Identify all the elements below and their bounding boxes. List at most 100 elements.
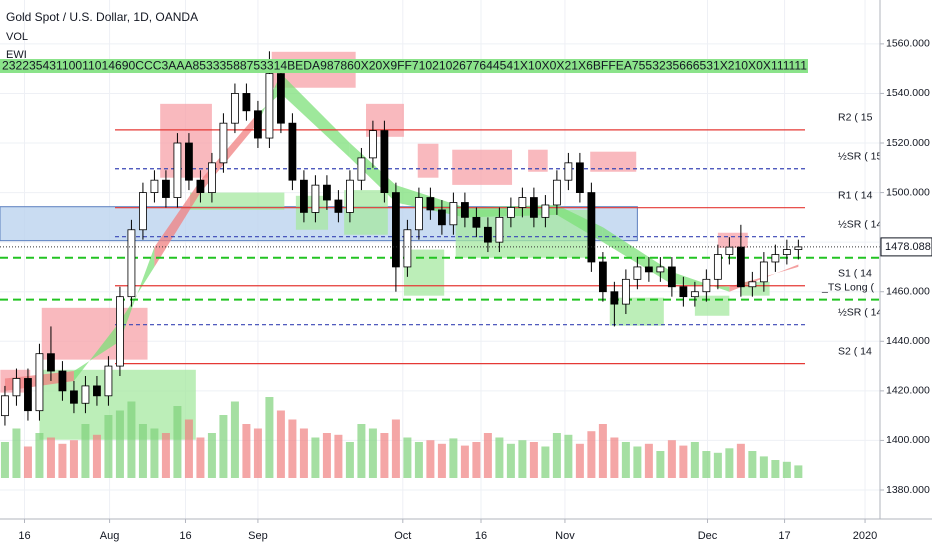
y-tick-label: 1440.000 (886, 335, 930, 347)
candle-body (460, 202, 469, 218)
candle-body (449, 202, 458, 226)
volume-bar (380, 433, 389, 478)
zone (417, 143, 439, 178)
candle-body (748, 281, 757, 288)
candle-body (219, 122, 228, 164)
candle-body (690, 291, 699, 298)
candle-body (575, 162, 584, 193)
candle-body (93, 385, 101, 397)
volume-bar (667, 440, 676, 478)
volume-bar (621, 442, 630, 478)
volume-bar (483, 433, 492, 478)
candle-body (483, 226, 492, 243)
y-tick-label: 1380.000 (886, 484, 930, 496)
indicator-label: VOL (6, 31, 28, 43)
x-tick-label: Nov (555, 530, 575, 542)
y-tick-label: 1420.000 (886, 385, 930, 397)
candle-body (541, 204, 550, 218)
volume-bar (311, 437, 320, 478)
volume-bar (656, 451, 665, 478)
zone (41, 307, 148, 360)
volume-bar (288, 419, 297, 478)
pivot-label: ½SR ( 14 (838, 306, 883, 318)
candle-body (35, 353, 44, 412)
y-tick-label: 1400.000 (886, 434, 930, 446)
volume-bar (598, 424, 607, 478)
volume-bar (196, 437, 205, 478)
volume-bar (368, 428, 377, 478)
indicator-label: EWI (6, 49, 27, 61)
candle-body (47, 353, 55, 372)
candle-body (380, 130, 389, 193)
candle-body (288, 122, 297, 181)
volume-bar (495, 437, 504, 478)
ts-label: _TS Long ( (821, 282, 874, 294)
volume-bar (541, 446, 550, 478)
volume-bar (276, 410, 285, 478)
volume-bar (690, 442, 699, 478)
volume-bar (104, 415, 113, 478)
candle-body (104, 365, 113, 397)
zone (590, 151, 637, 172)
candle-body (311, 184, 320, 213)
chart-title: Gold Spot / U.S. Dollar, 1D, OANDA (6, 10, 198, 24)
candle-body (231, 93, 239, 124)
candle-body (598, 261, 607, 293)
volume-bar (679, 445, 688, 478)
candle-body (323, 184, 331, 201)
volume-bar (334, 434, 343, 478)
candle-body (403, 229, 412, 268)
volume-bar (759, 456, 768, 478)
volume-bar (403, 437, 412, 478)
candle-body (162, 179, 170, 198)
volume-bar (161, 433, 170, 478)
candle-body (277, 73, 285, 124)
volume-bar (736, 443, 745, 478)
volume-bar (460, 445, 469, 478)
volume-bar (12, 428, 21, 478)
candle-body (495, 216, 504, 243)
volume-bar (184, 419, 193, 478)
candle-body (300, 179, 308, 213)
volume-bar (35, 433, 44, 478)
candle-body (472, 216, 481, 228)
candle-body (24, 378, 32, 412)
x-tick-label: Aug (100, 530, 120, 542)
candle-body (127, 229, 136, 298)
x-tick-label: 16 (18, 530, 30, 542)
candle-body (713, 254, 722, 280)
volume-bar (644, 443, 653, 478)
volume-bar (426, 440, 435, 478)
zone (694, 295, 730, 316)
y-tick-label: 1500.000 (886, 186, 930, 198)
candle-body (587, 192, 596, 263)
zone (609, 297, 664, 326)
candle-body (150, 179, 159, 193)
candle-body (426, 197, 435, 211)
volume-bar (0, 442, 9, 478)
plot-area: R2 ( 15 ½SR ( 15 R1 ( 14 ½SR ( 14 S1 ( 14 ½SR… (0, 0, 883, 519)
ma-ribbon (73, 321, 120, 381)
candle-body (196, 179, 205, 193)
candle-body (759, 261, 768, 283)
y-tick-label: 1560.000 (886, 38, 930, 50)
candle-body (265, 73, 274, 139)
volume-bar (23, 446, 32, 478)
candle-body (725, 246, 734, 255)
x-tick-label: 16 (179, 530, 191, 542)
ma-ribbon (154, 180, 201, 267)
candle-body (518, 197, 527, 208)
volume-bar (472, 442, 481, 478)
candle-body (736, 246, 745, 288)
candle-body (208, 162, 216, 193)
candle-body (702, 278, 711, 293)
counter-row-bg (0, 59, 808, 73)
volume-bar (92, 434, 101, 478)
volume-bar (173, 406, 182, 478)
zone (452, 149, 513, 185)
candle-body (633, 266, 642, 280)
volume-bar (127, 401, 136, 478)
x-tick-label: Oct (394, 530, 411, 542)
candle-body (173, 142, 182, 198)
